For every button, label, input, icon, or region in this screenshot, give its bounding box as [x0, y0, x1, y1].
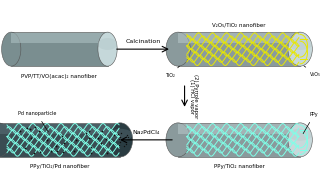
Ellipse shape [98, 38, 117, 50]
Ellipse shape [288, 38, 312, 50]
Ellipse shape [98, 32, 117, 66]
Ellipse shape [108, 123, 133, 157]
Text: V₂O₅: V₂O₅ [304, 66, 321, 77]
Text: Pd nanoparticle: Pd nanoparticle [18, 111, 56, 132]
Ellipse shape [166, 32, 190, 66]
Text: PVP/TT/VO(acac)₂ nanofiber: PVP/TT/VO(acac)₂ nanofiber [22, 74, 97, 79]
Bar [0, 124, 120, 134]
Text: (2) Pyrrole vapor: (2) Pyrrole vapor [193, 74, 198, 119]
Text: PPy/TiO₂/Pd nanofiber: PPy/TiO₂/Pd nanofiber [30, 164, 89, 169]
Text: (1) HCl vapor: (1) HCl vapor [189, 79, 195, 114]
Bar [178, 123, 300, 157]
Bar [178, 32, 300, 66]
Bar [178, 33, 300, 43]
Text: PPy/TiO₂ nanofiber: PPy/TiO₂ nanofiber [214, 164, 265, 169]
Text: Na₂PdCl₄: Na₂PdCl₄ [132, 130, 160, 135]
Bar [11, 33, 108, 43]
Ellipse shape [0, 123, 11, 157]
Bar [0, 123, 120, 157]
Ellipse shape [2, 32, 21, 66]
Text: V₂O₅/TiO₂ nanofiber: V₂O₅/TiO₂ nanofiber [213, 22, 266, 27]
Bar [178, 124, 300, 134]
Text: TiO₂: TiO₂ [165, 66, 179, 77]
Ellipse shape [288, 123, 312, 157]
Ellipse shape [288, 129, 312, 141]
Ellipse shape [166, 123, 190, 157]
Text: Calcination: Calcination [125, 40, 160, 44]
Ellipse shape [288, 32, 312, 66]
Bar [11, 32, 108, 66]
Ellipse shape [108, 129, 133, 141]
Text: PPy: PPy [303, 112, 318, 134]
